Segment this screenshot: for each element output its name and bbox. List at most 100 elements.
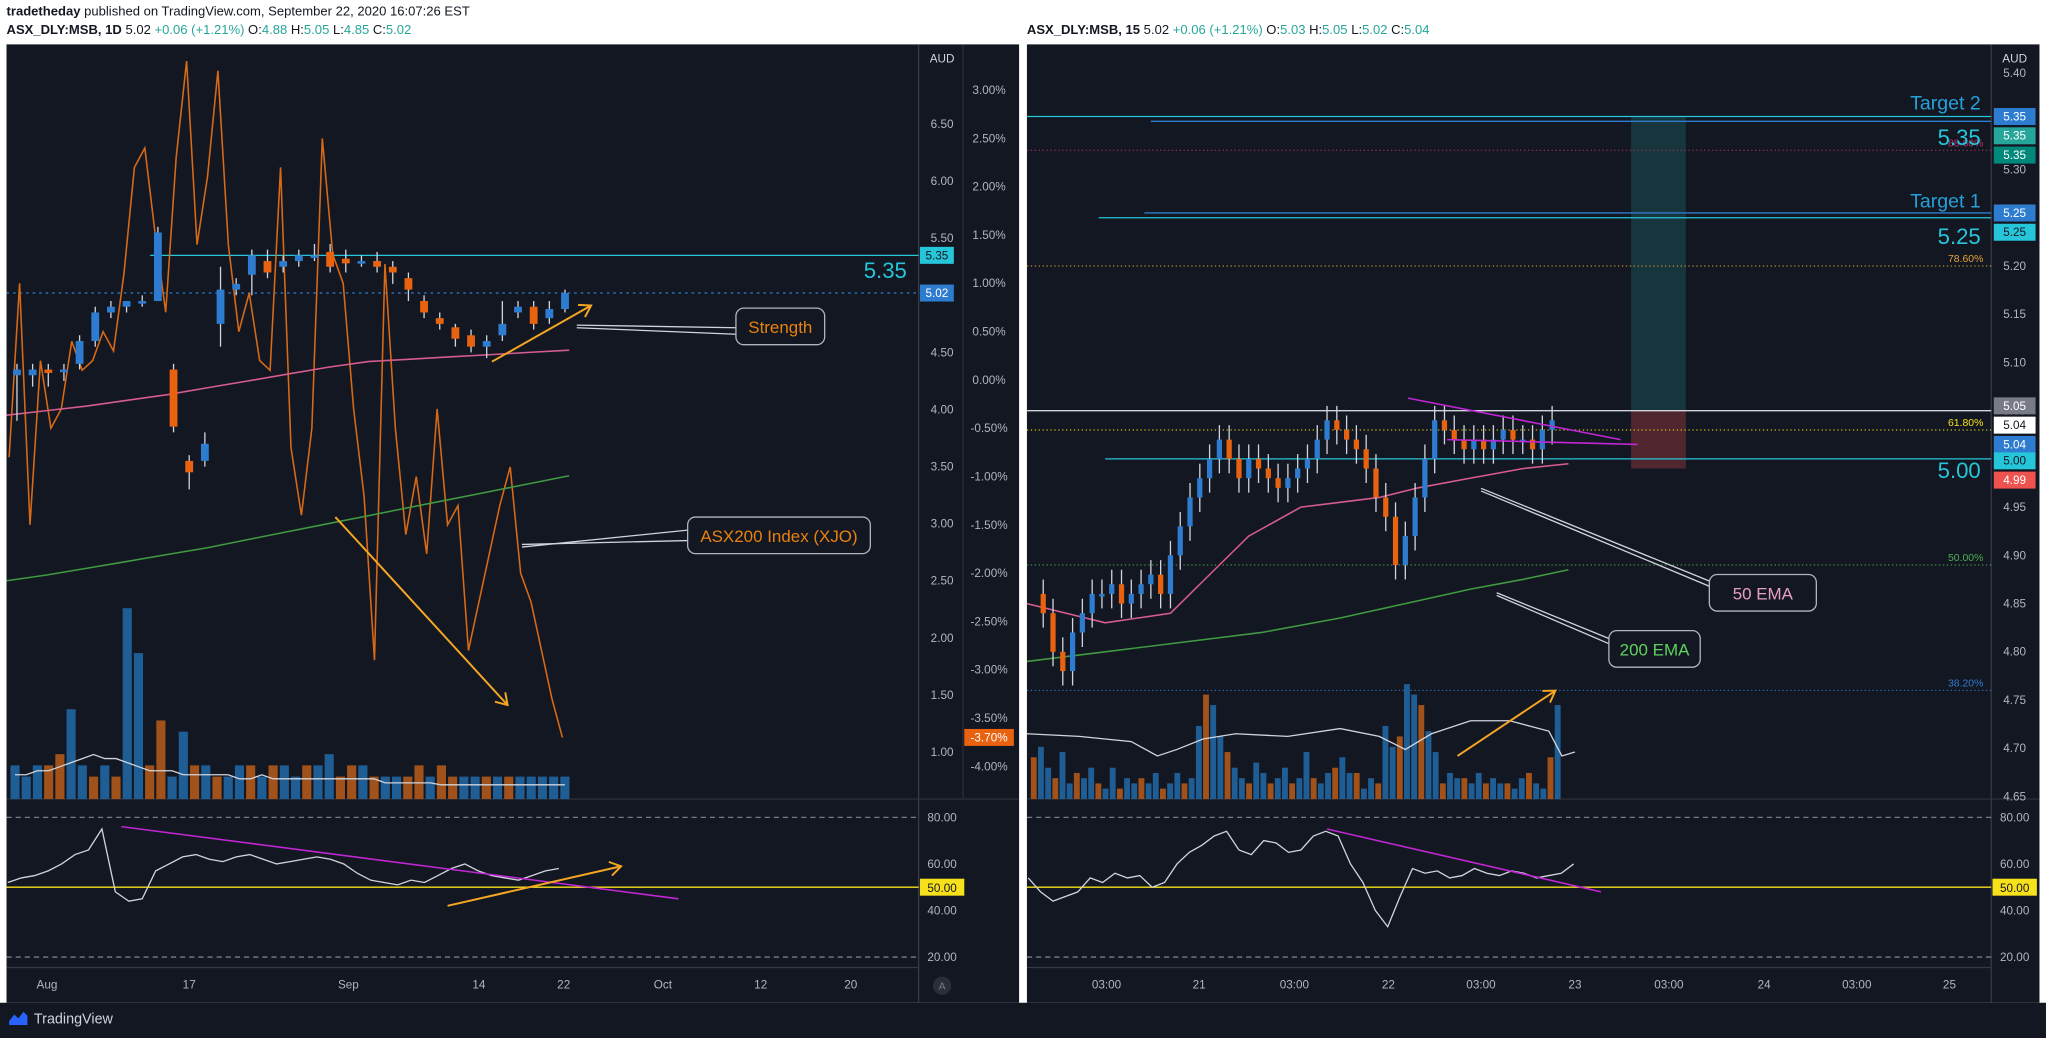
target1-label: Target 1	[1910, 191, 1981, 213]
daily-price-tick: 6.50	[931, 118, 954, 131]
intraday-rsi-trendline	[1326, 828, 1602, 893]
daily-candle	[529, 301, 538, 330]
intraday-candle	[1167, 540, 1174, 609]
daily-rsi-tick: 80.00	[927, 811, 957, 824]
intraday-candle	[1089, 579, 1095, 628]
intraday-chart[interactable]: 88.60%78.60%61.80%50.00%38.20% 5.405.355…	[1026, 44, 2040, 1003]
intraday-volume-bar	[1547, 757, 1554, 800]
intraday-candle	[1099, 579, 1105, 609]
daily-volume-bar	[212, 776, 222, 800]
right-close: 5.04	[1404, 23, 1430, 38]
pane-toggle-a[interactable]: A	[932, 976, 952, 995]
daily-volume-bar	[268, 765, 278, 800]
intraday-candle	[1343, 415, 1350, 455]
t2-price-tag-a-bg	[1993, 108, 2036, 126]
intraday-volume-bar	[1145, 783, 1152, 800]
intraday-volume-arrow-head	[1542, 689, 1557, 703]
intraday-volume-bar	[1167, 783, 1174, 800]
intraday-candle	[1539, 415, 1545, 464]
candle-body	[482, 340, 491, 347]
fib-label: 78.60%	[1948, 254, 1983, 265]
author-name[interactable]: tradetheday	[6, 5, 81, 20]
daily-volume-bar	[77, 765, 87, 800]
candle-body	[1050, 613, 1056, 652]
intraday-candle	[1481, 425, 1487, 464]
ema50-annotation[interactable]: 50 EMA	[1708, 573, 1818, 612]
daily-time-tick: Aug	[37, 978, 58, 991]
daily-candle	[91, 306, 100, 347]
intraday-volume-bar	[1195, 725, 1202, 800]
right-symbol[interactable]: ASX_DLY:MSB, 15	[1026, 23, 1141, 38]
daily-volume-bar	[145, 765, 155, 800]
intraday-volume-bar	[1238, 778, 1245, 800]
rsi-mid-label-box-r: 50.00	[1992, 878, 2037, 896]
intraday-volume-bar	[1540, 788, 1547, 800]
intraday-volume-bar	[1217, 736, 1224, 800]
xjo-annotation[interactable]: ASX200 Index (XJO)	[687, 516, 871, 555]
intraday-candle	[1432, 405, 1438, 474]
candle-body	[1334, 420, 1340, 430]
ema50-label: 50 EMA	[1733, 584, 1794, 603]
daily-time-tick: 12	[754, 978, 767, 991]
daily-rsi-arrow-shaft	[447, 865, 622, 907]
candle-body	[1138, 584, 1144, 594]
daily-chart-pane[interactable]: 6.506.005.505.004.504.003.503.002.502.00…	[6, 44, 1020, 1003]
candle-body	[1069, 632, 1076, 672]
intraday-volume-bar	[1482, 783, 1489, 800]
t1-price-tag-a-bg	[1993, 204, 2036, 222]
intraday-volume-bar	[1160, 788, 1166, 800]
candle-body	[1206, 458, 1213, 479]
left-symbol[interactable]: ASX_DLY:MSB, 1D	[6, 23, 122, 38]
intraday-volume-bar	[1116, 788, 1123, 800]
candle-body	[200, 443, 209, 461]
candle-body	[326, 251, 335, 267]
daily-time-tick: 17	[183, 978, 196, 991]
daily-pct-tick: 1.50%	[972, 229, 1006, 242]
candle-body	[122, 301, 131, 307]
t2-price-tag-b: 5.35	[1993, 127, 2036, 145]
daily-candle	[498, 301, 507, 341]
daily-price-tick: 3.00	[931, 518, 954, 531]
candle-body	[1089, 593, 1095, 614]
daily-candle	[545, 301, 554, 324]
intraday-time-tick: 22	[1382, 978, 1395, 991]
intraday-volume-bar	[1353, 772, 1360, 800]
intraday-candle	[1441, 405, 1448, 445]
daily-chart[interactable]: 6.506.005.505.004.504.003.503.002.502.00…	[6, 44, 1020, 1003]
daily-last-price-tag-bg	[919, 284, 954, 302]
intraday-volume-bar	[1317, 783, 1324, 800]
intraday-candle	[1422, 444, 1428, 512]
daily-candle	[451, 323, 460, 347]
intraday-volume-bar	[1224, 752, 1231, 800]
brand-label[interactable]: TradingView	[33, 1011, 113, 1028]
candle-body	[1285, 478, 1291, 488]
intraday-time-tick: 03:00	[1654, 978, 1684, 991]
tradingview-logo-icon[interactable]	[8, 1011, 29, 1027]
left-high: 5.05	[303, 23, 330, 38]
intraday-price-tick: 5.10	[2003, 356, 2026, 369]
t2-price-tag-c-text: 5.35	[2003, 149, 2026, 162]
daily-volume-bar	[223, 776, 233, 800]
daily-volume-bar	[189, 765, 200, 800]
intraday-volume-bar	[1490, 778, 1497, 800]
intraday-volume-bar	[1411, 694, 1418, 800]
strength-annotation[interactable]: Strength	[735, 307, 826, 346]
daily-time-tick: 20	[844, 978, 858, 991]
daily-volume-bar	[10, 765, 20, 800]
left-low: 4.85	[343, 23, 370, 38]
ema200-annotation[interactable]: 200 EMA	[1608, 629, 1701, 668]
candle-body	[75, 340, 84, 364]
candle-body	[294, 255, 303, 262]
intraday-volume-bar	[1518, 778, 1525, 800]
t2-price-tag-a-text: 5.35	[2003, 110, 2026, 123]
daily-volume-bar	[313, 765, 323, 800]
candle-body	[435, 318, 444, 324]
intraday-rsi-tick: 60.00	[2000, 858, 2030, 871]
candle-body	[1451, 429, 1457, 440]
intraday-volume-bar	[1059, 752, 1066, 800]
intraday-chart-pane[interactable]: 88.60%78.60%61.80%50.00%38.20% 5.405.355…	[1026, 44, 2040, 1003]
intraday-currency-label: AUD	[2002, 53, 2027, 66]
daily-price-tick: 2.00	[931, 632, 954, 645]
daily-candle	[13, 363, 21, 421]
